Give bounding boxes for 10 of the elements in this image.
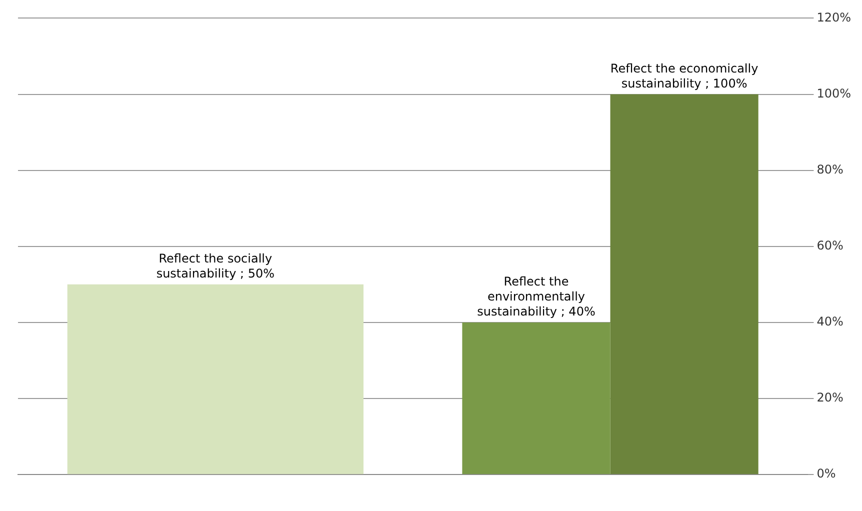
y-tick-label: 60% <box>816 238 844 253</box>
data-label: Reflect the socially sustainability ; 50% <box>156 252 275 281</box>
y-tick-label: 20% <box>816 390 844 405</box>
y-tick-label: 40% <box>816 314 844 329</box>
data-label: Reflect the economically sustainability ; 100% <box>610 61 758 90</box>
y-tick-label: 80% <box>816 162 844 176</box>
y-tick-label: 120% <box>816 10 852 24</box>
y-tick-label: 0% <box>816 466 836 481</box>
y-tick-label: 100% <box>816 86 852 100</box>
data-label: Reflect the environmentally sustainability ; 40% <box>477 274 596 319</box>
